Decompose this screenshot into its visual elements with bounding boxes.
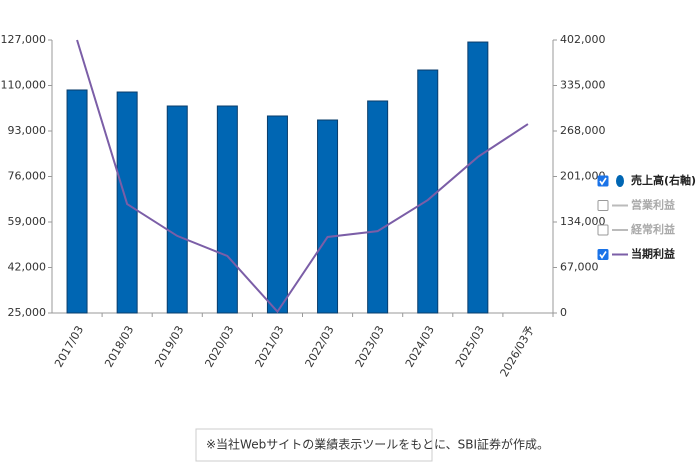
x-tick-label: 2025/03 [453, 323, 487, 369]
x-tick-label: 2020/03 [202, 324, 236, 370]
y2-tick-label: 268,000 [560, 124, 606, 137]
bar [417, 69, 439, 314]
legend-checkbox[interactable] [597, 175, 609, 187]
bar [317, 119, 339, 314]
x-tick-label: 2026/03予 [498, 324, 538, 380]
legend-check [599, 177, 607, 186]
y-tick-label: 127,000 [1, 33, 47, 46]
y2-tick-label: 67,000 [560, 261, 599, 274]
x-tick-label: 2022/03 [303, 324, 337, 370]
x-tick-label: 2019/03 [152, 324, 186, 370]
bar [367, 100, 389, 314]
x-tick-label: 2023/03 [353, 324, 387, 370]
y-tick-label: 59,000 [8, 215, 47, 228]
y-tick-label: 25,000 [8, 306, 47, 319]
legend-check [599, 251, 607, 259]
x-tick-label: 2017/03 [52, 324, 86, 370]
y2-tick-label: 0 [560, 306, 567, 319]
legend-label: 営業利益 [631, 198, 675, 212]
y-tick-label: 76,000 [8, 170, 47, 183]
x-tick-label: 2024/03 [403, 324, 437, 370]
legend-label: 経常利益 [631, 222, 675, 236]
bar [166, 105, 188, 314]
note: ※当社Webサイトの業績表示ツールをもとに、SBI証券が作成。 [206, 437, 549, 452]
bar [216, 105, 238, 314]
bar [467, 41, 489, 314]
x-tick-label: 2018/03 [102, 324, 136, 370]
legend-checkbox[interactable] [597, 249, 609, 260]
line [76, 39, 529, 314]
y-tick-label: 42,000 [8, 261, 47, 274]
y-tick-label: 110,000 [1, 79, 47, 92]
legend-label: 売上高(右軸) [631, 173, 696, 187]
bar [266, 115, 288, 314]
y2-tick-label: 335,000 [560, 79, 606, 92]
bar [66, 89, 88, 314]
x-tick-label: 2021/03 [253, 324, 287, 370]
legend-swatch [616, 175, 624, 187]
y2-tick-label: 134,000 [560, 215, 606, 228]
y2-tick-label: 402,000 [560, 33, 606, 46]
y-tick-label: 93,000 [8, 124, 47, 137]
note-box [195, 428, 433, 462]
legend-checkbox[interactable] [597, 224, 609, 236]
legend-label: 当期利益 [631, 247, 675, 261]
legend-checkbox[interactable] [597, 200, 609, 211]
y2-tick-label: 201,000 [560, 170, 606, 183]
